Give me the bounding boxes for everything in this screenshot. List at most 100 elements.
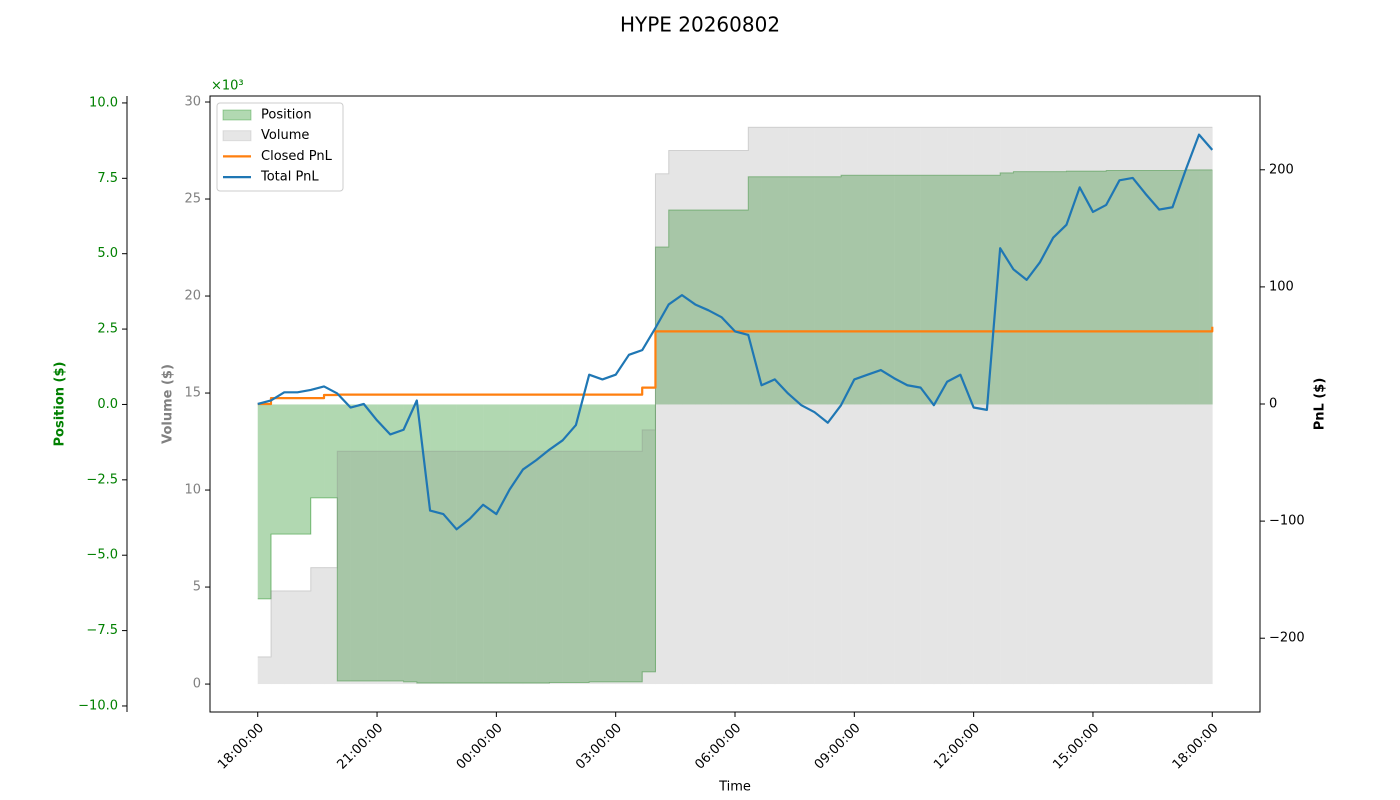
area-step — [880, 127, 895, 685]
area-step — [947, 175, 961, 405]
area-step — [350, 451, 365, 685]
area-step — [1039, 127, 1054, 685]
area-step — [310, 567, 325, 685]
area-step — [1026, 171, 1041, 405]
area-step — [854, 175, 868, 405]
area-step — [708, 150, 723, 685]
volume-tick-label: 0 — [193, 677, 201, 692]
area-step — [960, 175, 974, 405]
area-step — [894, 127, 908, 685]
area-step — [1185, 127, 1200, 685]
legend-label: Position — [261, 108, 312, 123]
legend-label: Total PnL — [260, 170, 319, 185]
area-step — [973, 127, 988, 685]
area-step — [668, 150, 683, 685]
area-step — [668, 209, 683, 405]
area-step — [788, 127, 802, 685]
area-step — [536, 404, 550, 684]
area-step — [801, 127, 815, 685]
area-step — [297, 590, 312, 685]
area-step — [735, 209, 749, 405]
volume-axis-label: Volume ($) — [161, 364, 176, 444]
area-step — [469, 451, 484, 685]
area-step — [589, 404, 603, 682]
area-step — [443, 404, 457, 684]
area-step — [297, 404, 312, 535]
area-step — [841, 175, 855, 405]
area-step — [1159, 127, 1173, 685]
area-step — [522, 451, 537, 685]
area-step — [1053, 127, 1067, 685]
area-step — [748, 127, 762, 685]
area-step — [549, 404, 563, 683]
area-step — [469, 404, 484, 684]
y-tick-label: 5.0 — [97, 246, 118, 261]
legend: Position Volume Closed PnL Total PnL — [216, 102, 344, 192]
area-step — [947, 127, 961, 685]
area-step — [270, 590, 285, 685]
area-step — [774, 127, 789, 685]
area-step — [628, 404, 643, 682]
area-step — [907, 127, 921, 685]
area-step — [562, 404, 577, 683]
area-step — [1159, 170, 1173, 405]
area-step — [1000, 172, 1014, 405]
area-step — [761, 176, 776, 405]
area-step — [894, 175, 908, 405]
pnl-tick-label: 0 — [1269, 397, 1277, 412]
area-step — [403, 451, 418, 685]
area-step — [324, 567, 338, 685]
area-step — [270, 404, 285, 535]
legend-label: Closed PnL — [261, 149, 333, 164]
area-step — [1172, 127, 1187, 685]
area-step — [1106, 170, 1120, 405]
area-step — [642, 404, 656, 672]
line — [257, 326, 1214, 406]
area-edge — [257, 126, 1213, 658]
area-step — [1145, 127, 1160, 685]
y-tick-label: −10.0 — [78, 698, 118, 713]
area-step — [1185, 169, 1200, 405]
area-step — [615, 451, 630, 685]
area-step — [257, 404, 272, 599]
y-axis-label: Position ($) — [53, 362, 68, 447]
area-step — [761, 127, 776, 685]
area-step — [655, 247, 670, 405]
area-y3 — [257, 127, 1213, 685]
area-step — [1053, 171, 1067, 405]
area-step — [933, 175, 948, 405]
legend-swatch — [222, 130, 252, 142]
area-step — [708, 209, 723, 405]
area-step — [390, 451, 404, 685]
area-step — [814, 176, 829, 405]
area-step — [1092, 171, 1107, 405]
area-step — [655, 173, 670, 685]
volume-offset-label: ×10³ — [211, 79, 244, 94]
area-step — [695, 150, 709, 685]
pnl-tick-label: 200 — [1269, 162, 1294, 177]
area-step — [496, 404, 510, 684]
area-step — [827, 127, 842, 685]
x-axis-label: Time — [718, 780, 751, 795]
area-step — [536, 451, 550, 685]
area-step — [456, 451, 471, 685]
area-step — [907, 175, 921, 405]
area-step — [986, 175, 1001, 405]
area-step — [602, 404, 616, 682]
area-step — [390, 404, 404, 681]
area-step — [1106, 127, 1120, 685]
area-step — [615, 404, 630, 682]
area-step — [483, 404, 497, 684]
area-step — [403, 404, 418, 682]
area-step — [1079, 127, 1094, 685]
area-step — [443, 451, 457, 685]
area-step — [522, 404, 537, 684]
area-step — [933, 127, 948, 685]
area-step — [416, 451, 431, 685]
area-step — [1079, 171, 1094, 405]
area-y — [257, 169, 1213, 684]
volume-tick-label: 15 — [184, 386, 201, 401]
area-step — [377, 404, 391, 681]
pnl-tick-label: −100 — [1269, 514, 1305, 529]
area-step — [509, 451, 524, 685]
